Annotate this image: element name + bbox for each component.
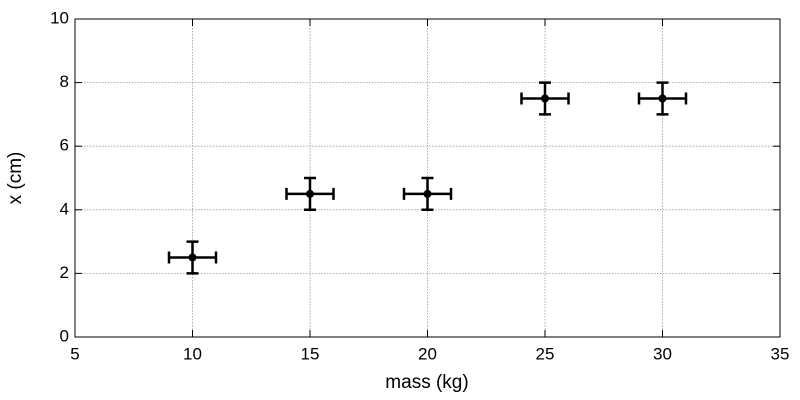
y-tick-label: 10 [50,8,69,27]
x-tick-label: 35 [771,344,790,363]
x-tick-label: 10 [183,344,202,363]
x-tick-label: 30 [653,344,672,363]
x-axis-label: mass (kg) [385,372,468,393]
y-axis-label: x (cm) [5,152,26,205]
y-tick-label: 8 [60,72,69,91]
x-tick-label: 25 [536,344,555,363]
point [658,94,667,103]
y-tick-label: 2 [60,263,69,282]
point [306,189,314,198]
y-tick-label: 4 [60,199,69,218]
x-tick-label: 5 [70,344,79,363]
x-tick-label: 15 [301,344,320,363]
y-tick-label: 0 [60,326,69,345]
plot-frame [74,18,781,338]
point [188,253,197,262]
y-tick-label: 6 [60,136,69,155]
point [423,189,432,198]
point [541,94,549,103]
x-tick-label: 20 [418,344,437,363]
